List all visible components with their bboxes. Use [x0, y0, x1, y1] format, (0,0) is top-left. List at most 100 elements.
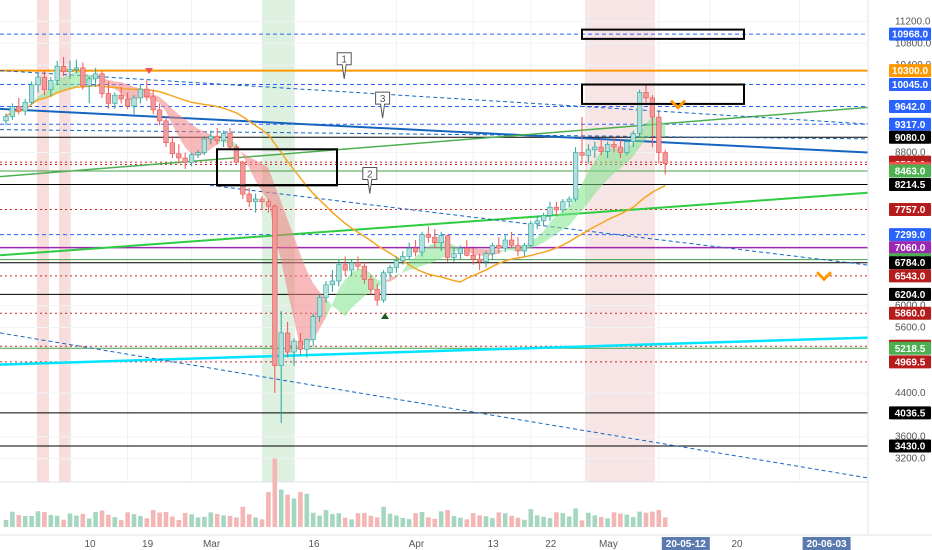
rectangle-drawing: [581, 83, 745, 105]
price-tag: [889, 130, 931, 144]
candle-body: [323, 284, 329, 298]
volume-bar: [464, 519, 470, 527]
ribbon-segment: [569, 194, 576, 226]
candle-body: [118, 94, 124, 100]
candle-body: [547, 206, 553, 216]
rectangle-drawings[interactable]: [216, 28, 745, 187]
volume-bar: [362, 513, 367, 527]
ribbon-segment: [614, 147, 621, 174]
ribbon-segment: [281, 201, 288, 292]
volume-bar: [650, 511, 655, 527]
candle-body: [656, 116, 662, 153]
candle-body: [611, 144, 617, 148]
price-tag-label: 8463.0: [895, 166, 926, 177]
volume-bar: [502, 513, 508, 527]
candle-body: [566, 198, 572, 203]
candle-body: [457, 247, 464, 254]
trend-line: [0, 334, 932, 366]
volume-bar: [534, 515, 540, 527]
volume-bar: [35, 511, 41, 527]
price-axis[interactable]: 11200.010800.010400.08800.06000.05600.04…: [867, 0, 932, 550]
candle-body: [208, 135, 214, 140]
candle-body: [579, 152, 585, 156]
callout-bubble: [336, 52, 352, 79]
volume-bar: [419, 512, 425, 527]
time-highlight-label: 20-06-03: [807, 539, 847, 550]
ribbon-segment: [428, 242, 435, 264]
candle-body: [28, 84, 35, 103]
ribbon-segment: [166, 102, 173, 125]
candle-body: [316, 297, 323, 317]
candle-body: [16, 106, 22, 112]
ribbon-segment: [543, 222, 550, 243]
price-tag-label: 8214.5: [895, 180, 926, 191]
time-tick-label: 16: [308, 539, 320, 550]
time-highlight-label: 20-05-12: [666, 539, 706, 550]
candle-body: [598, 146, 604, 152]
time-tick-label: 13: [488, 539, 500, 550]
candle-body: [265, 201, 272, 207]
volume-bar: [496, 512, 502, 527]
time-axis[interactable]: 10 19 Mar 16 Apr 13 22 May 20-05-12 20 20-06-03: [0, 534, 932, 550]
volume-bar: [662, 517, 668, 527]
volume-bar: [240, 506, 246, 527]
volume-bar: [195, 517, 201, 527]
ribbon-segment: [390, 274, 397, 282]
volume-bar: [163, 512, 169, 527]
volume-bar: [387, 513, 393, 527]
price-tick-label: 10800.0: [895, 38, 932, 49]
volume-bar: [298, 492, 303, 527]
volume-bar: [656, 509, 662, 527]
candle-body: [150, 96, 156, 111]
candle-body: [508, 239, 515, 246]
ribbon-segment: [588, 160, 595, 203]
volume-bar: [438, 511, 444, 527]
candle-body: [131, 97, 137, 107]
ribbon-segment: [607, 147, 614, 180]
volume-bar: [125, 512, 130, 527]
candle-body: [112, 94, 118, 104]
candle-body: [617, 146, 623, 153]
ribbon-segment: [63, 75, 70, 91]
volume-bar: [368, 515, 374, 527]
callout-annotations[interactable]: 1 2 3: [336, 52, 391, 194]
volume-bar: [317, 515, 322, 527]
candle-body: [374, 288, 380, 301]
price-tag: [889, 341, 931, 355]
candle-body: [221, 133, 227, 141]
volume-bar: [112, 517, 118, 527]
volume-bar: [598, 517, 604, 527]
ribbon-segment: [383, 277, 390, 283]
callout-label: 1: [341, 55, 347, 66]
moving-average-ribbon: [5, 71, 666, 349]
candle-body: [182, 157, 188, 163]
volume-bar: [67, 513, 73, 527]
candle-body: [310, 316, 316, 340]
volume-bar: [182, 513, 188, 527]
candle-body: [662, 152, 668, 164]
volume-bar: [522, 519, 527, 527]
candle-body: [368, 279, 374, 290]
volume-bar: [618, 513, 623, 527]
candle-body: [163, 120, 169, 144]
volume-bar: [432, 518, 438, 527]
ribbon-segment: [121, 82, 128, 100]
ribbon-segment: [127, 84, 134, 101]
ribbon-segment: [191, 124, 198, 157]
candle-body: [80, 67, 86, 87]
volume-bar: [54, 515, 60, 527]
candle-body: [54, 65, 60, 81]
ribbon-segment: [242, 152, 250, 168]
candle-body: [144, 88, 150, 98]
candle-body: [105, 93, 111, 104]
price-tag: [889, 306, 931, 320]
candle-body: [35, 76, 41, 86]
candle-body: [387, 267, 393, 274]
candle-body: [195, 152, 201, 156]
session-band: [37, 0, 49, 482]
price-tag-label: 5218.5: [895, 344, 926, 355]
ribbon-segment: [294, 236, 301, 349]
orange-arrow-marker: [815, 271, 833, 282]
